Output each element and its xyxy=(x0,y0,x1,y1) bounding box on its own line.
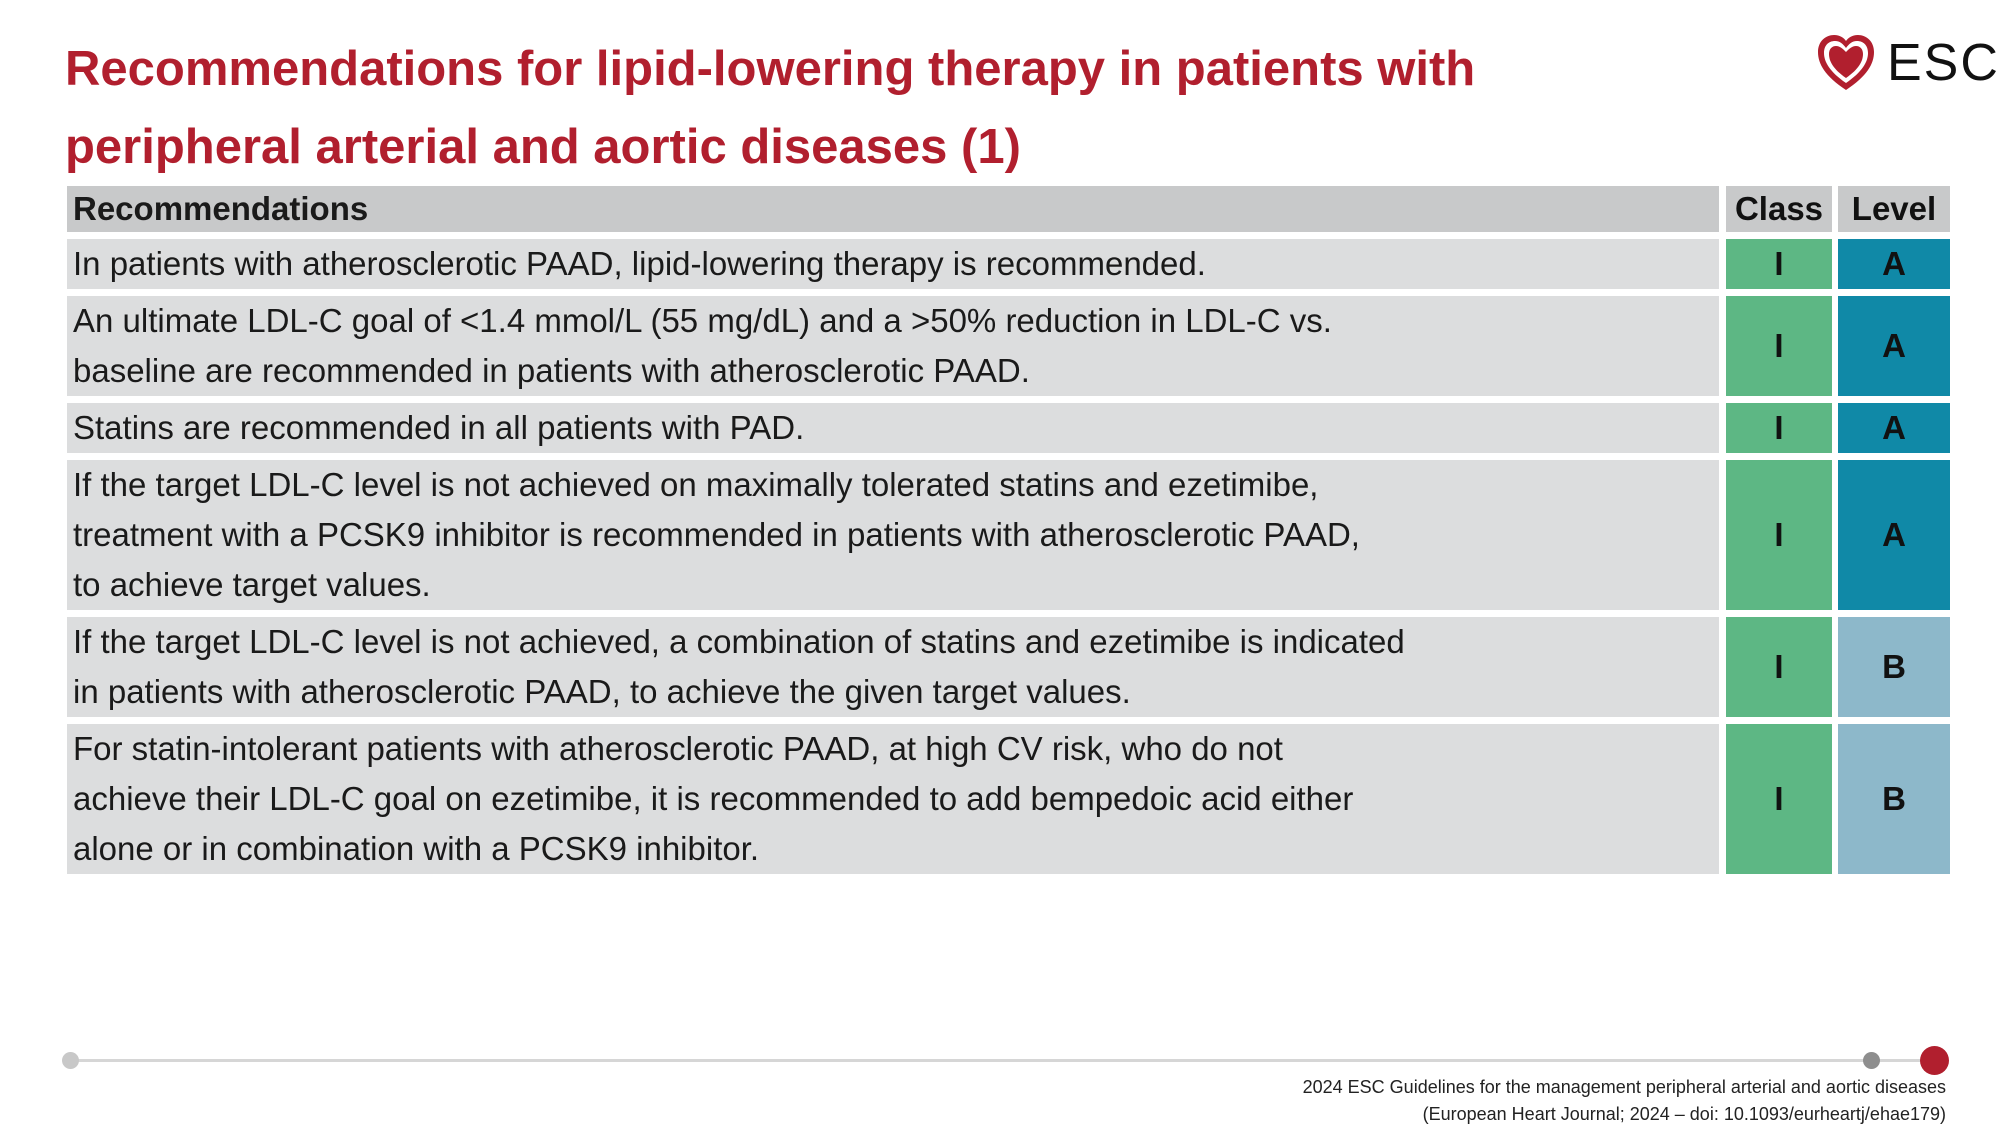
table-row: For statin-intolerant patients with athe… xyxy=(67,724,1950,874)
recommendation-text: An ultimate LDL-C goal of <1.4 mmol/L (5… xyxy=(67,296,1719,396)
recommendation-line: alone or in combination with a PCSK9 inh… xyxy=(73,830,760,867)
recommendation-line: An ultimate LDL-C goal of <1.4 mmol/L (5… xyxy=(73,302,1332,339)
recommendation-line: to achieve target values. xyxy=(73,566,431,603)
recommendation-text: For statin-intolerant patients with athe… xyxy=(67,724,1719,874)
level-badge: A xyxy=(1838,296,1950,396)
title-line-1: Recommendations for lipid-lowering thera… xyxy=(65,42,1476,96)
recommendation-line: In patients with atherosclerotic PAAD, l… xyxy=(73,245,1206,282)
table-row: In patients with atherosclerotic PAAD, l… xyxy=(67,239,1950,289)
class-badge: I xyxy=(1726,460,1832,610)
page-title: Recommendations for lipid-lowering thera… xyxy=(65,30,1765,186)
progress-line xyxy=(70,1059,1934,1062)
recommendation-line: achieve their LDL-C goal on ezetimibe, i… xyxy=(73,780,1354,817)
level-badge: A xyxy=(1838,403,1950,453)
recommendations-table: Recommendations Class Level In patients … xyxy=(67,186,1950,881)
table-header: Recommendations Class Level xyxy=(67,186,1950,232)
table-row: Statins are recommended in all patients … xyxy=(67,403,1950,453)
recommendation-text: In patients with atherosclerotic PAAD, l… xyxy=(67,239,1719,289)
recommendation-line: If the target LDL-C level is not achieve… xyxy=(73,623,1405,660)
header-recommendations: Recommendations xyxy=(67,186,1719,232)
recommendation-text: Statins are recommended in all patients … xyxy=(67,403,1719,453)
citation: 2024 ESC Guidelines for the management p… xyxy=(1303,1074,1946,1128)
citation-line-1: 2024 ESC Guidelines for the management p… xyxy=(1302,1077,1946,1097)
recommendation-line: Statins are recommended in all patients … xyxy=(73,409,805,446)
citation-line-2: (European Heart Journal; 2024 – doi: 10.… xyxy=(1422,1104,1946,1124)
header-level: Level xyxy=(1838,186,1950,232)
recommendation-line: treatment with a PCSK9 inhibitor is reco… xyxy=(73,516,1360,553)
title-line-2: peripheral arterial and aortic diseases … xyxy=(65,120,1021,174)
recommendation-text: If the target LDL-C level is not achieve… xyxy=(67,617,1719,717)
recommendation-line: in patients with atherosclerotic PAAD, t… xyxy=(73,673,1131,710)
level-badge: B xyxy=(1838,617,1950,717)
class-badge: I xyxy=(1726,403,1832,453)
heart-logo-icon xyxy=(1818,35,1874,90)
class-badge: I xyxy=(1726,239,1832,289)
class-badge: I xyxy=(1726,724,1832,874)
table-row: An ultimate LDL-C goal of <1.4 mmol/L (5… xyxy=(67,296,1950,396)
logo-text: ESC xyxy=(1887,34,2000,92)
recommendation-line: baseline are recommended in patients wit… xyxy=(73,352,1030,389)
esc-logo: ESC xyxy=(1815,32,2000,94)
recommendation-line: For statin-intolerant patients with athe… xyxy=(73,730,1283,767)
progress-previous-dot xyxy=(1863,1052,1880,1069)
level-badge: A xyxy=(1838,239,1950,289)
level-badge: A xyxy=(1838,460,1950,610)
progress-current-dot xyxy=(1920,1046,1949,1075)
progress-start-dot xyxy=(62,1052,79,1069)
class-badge: I xyxy=(1726,296,1832,396)
recommendation-text: If the target LDL-C level is not achieve… xyxy=(67,460,1719,610)
table-row: If the target LDL-C level is not achieve… xyxy=(67,460,1950,610)
recommendation-line: If the target LDL-C level is not achieve… xyxy=(73,466,1319,503)
header-class: Class xyxy=(1726,186,1832,232)
level-badge: B xyxy=(1838,724,1950,874)
class-badge: I xyxy=(1726,617,1832,717)
table-row: If the target LDL-C level is not achieve… xyxy=(67,617,1950,717)
